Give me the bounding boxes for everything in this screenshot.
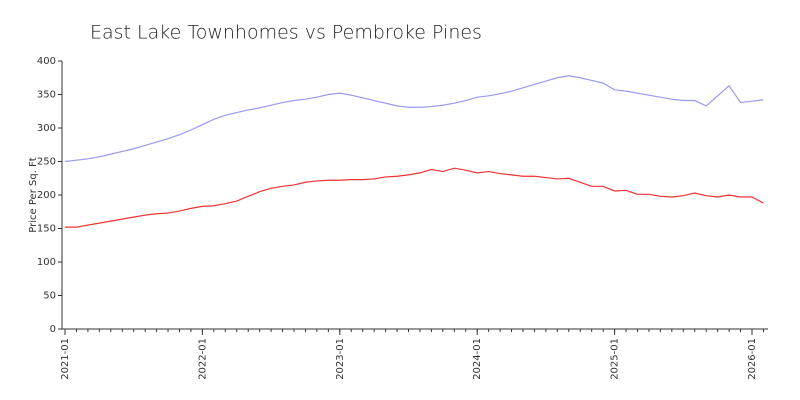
x-tick-label: 2026-01 (747, 338, 758, 380)
y-tick-label: 350 (37, 90, 56, 101)
y-tick-label: 400 (37, 56, 56, 67)
y-tick-label: 50 (43, 291, 56, 302)
series-line (64, 75, 764, 163)
x-tick-label: 2021-01 (60, 338, 71, 380)
y-tick-label: 100 (37, 257, 56, 268)
y-axis-label: Price Per Sq. Ft (28, 157, 39, 232)
y-tick-label: 150 (37, 224, 56, 235)
series-line (65, 167, 764, 228)
chart-title: East Lake Townhomes vs Pembroke Pines (90, 22, 482, 44)
x-tick-label: 2023-01 (335, 338, 346, 380)
y-tick-label: 0 (50, 324, 56, 335)
y-tick-label: 250 (37, 157, 56, 168)
x-tick-label: 2022-01 (197, 338, 208, 380)
x-tick-label: 2025-01 (610, 338, 621, 380)
x-tick-label: 2024-01 (472, 338, 483, 380)
y-tick-label: 200 (37, 190, 56, 201)
y-tick-label: 300 (37, 123, 56, 134)
